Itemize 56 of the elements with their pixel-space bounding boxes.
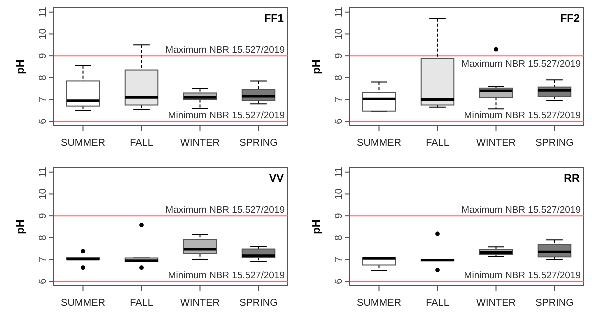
x-tick-label: SUMMER — [357, 138, 402, 149]
ref-line-label: Minimum NBR 15.527/2019 — [168, 110, 285, 122]
x-tick-label: SUMMER — [357, 298, 402, 309]
y-tick-label: 8 — [38, 234, 49, 241]
text: RR — [564, 173, 580, 185]
y-tick-label: 8 — [38, 74, 49, 81]
y-tick-label: 6 — [334, 278, 345, 284]
x-tick-label: WINTER — [476, 138, 516, 149]
ref-line-label: Minimum NBR 15.527/2019 — [464, 270, 581, 282]
text: FF1 — [264, 13, 284, 25]
y-tick-label: 6 — [38, 278, 49, 284]
x-tick-label: FALL — [426, 138, 450, 149]
y-tick-label: 9 — [334, 52, 345, 59]
y-tick-label: 8 — [334, 234, 345, 241]
x-tick-label: SPRING — [240, 138, 278, 149]
x-tick-label: SUMMER — [61, 138, 106, 149]
y-axis-title: pH — [311, 220, 323, 234]
ref-line-label: Minimum NBR 15.527/2019 — [168, 270, 285, 282]
y-tick-label: 9 — [334, 212, 345, 219]
y-tick-label: 11 — [38, 166, 49, 178]
x-tick-label: FALL — [130, 138, 154, 149]
y-axis-title: pH — [15, 60, 27, 74]
y-tick-label: 8 — [334, 74, 345, 81]
y-tick-label: 6 — [334, 118, 345, 124]
y-tick-label: 9 — [38, 52, 49, 59]
y-tick-label: 11 — [334, 6, 345, 18]
y-tick-label: 10 — [38, 188, 49, 200]
y-axis-title: pH — [15, 220, 27, 234]
ref-line-label: Maximum NBR 15.527/2019 — [462, 205, 581, 216]
y-tick-label: 9 — [38, 212, 49, 219]
text: VV — [269, 173, 285, 185]
y-tick-label: 10 — [38, 28, 49, 40]
text: FF2 — [560, 13, 580, 25]
x-tick-label: WINTER — [180, 138, 220, 149]
y-tick-label: 7 — [38, 96, 49, 103]
ref-line-label: Maximum NBR 15.527/2019 — [166, 45, 285, 56]
y-tick-label: 7 — [334, 256, 345, 263]
y-tick-label: 11 — [334, 166, 345, 178]
y-tick-label: 6 — [38, 118, 49, 124]
x-tick-label: FALL — [130, 298, 154, 309]
x-tick-label: SUMMER — [61, 298, 106, 309]
y-tick-label: 7 — [334, 96, 345, 103]
y-tick-label: 7 — [38, 256, 49, 263]
ref-line-label: Minimum NBR 15.527/2019 — [464, 110, 581, 122]
x-tick-label: SPRING — [536, 298, 574, 309]
y-axis-title: pH — [311, 60, 323, 74]
x-tick-label: FALL — [426, 298, 450, 309]
y-tick-label: 11 — [38, 6, 49, 18]
x-tick-label: SPRING — [240, 298, 278, 309]
y-tick-label: 10 — [334, 188, 345, 200]
y-tick-label: 10 — [334, 28, 345, 40]
x-tick-label: WINTER — [476, 298, 516, 309]
ref-line-label: Maximum NBR 15.527/2019 — [166, 205, 285, 216]
x-tick-label: WINTER — [180, 298, 220, 309]
ref-line-label: Maximum NBR 15.527/2019 — [462, 59, 581, 70]
x-tick-label: SPRING — [536, 138, 574, 149]
